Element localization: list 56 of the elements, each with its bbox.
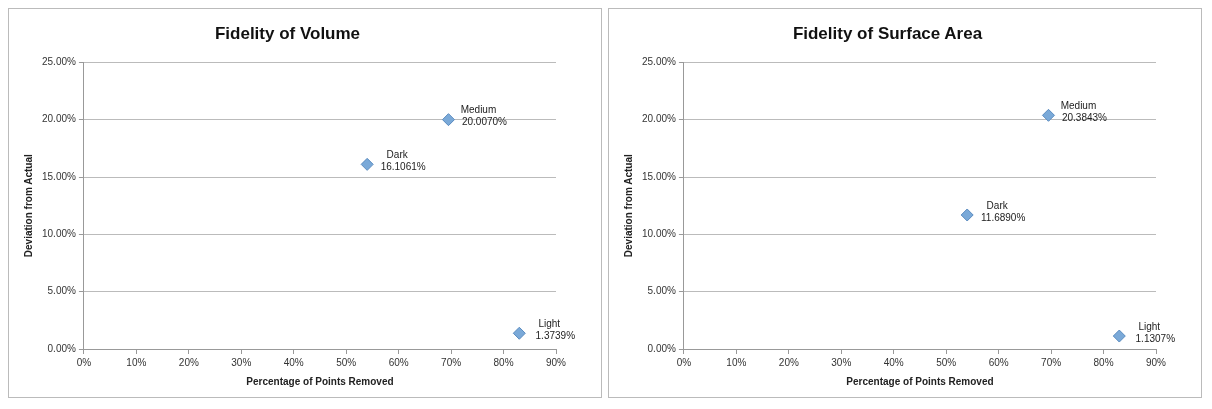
x-tick-label: 80%: [1093, 356, 1114, 368]
y-tick-label: 25.00%: [641, 56, 677, 68]
y-tick-label: 10.00%: [641, 228, 677, 240]
x-tick-label: 0%: [76, 356, 92, 368]
y-axis-title: Deviation from Actual: [622, 153, 634, 258]
y-tick-label: 5.00%: [47, 285, 77, 297]
point: [512, 326, 526, 340]
x-tick-label: 70%: [441, 356, 462, 368]
x-axis-title: Percentage of Points Removed: [246, 375, 394, 387]
point: [360, 157, 374, 171]
data-label: 16.1061%: [380, 161, 426, 173]
x-tick-label: 60%: [388, 356, 409, 368]
data-label: 11.6890%: [981, 211, 1026, 223]
y-tick-label: 15.00%: [41, 170, 77, 182]
point: [1041, 108, 1055, 122]
data-label: 1.3739%: [535, 330, 576, 341]
x-tick-label: 30%: [831, 356, 852, 368]
x-tick-label: 20%: [778, 356, 799, 368]
point: [960, 208, 974, 222]
y-axis-title: Deviation from Actual: [22, 153, 34, 258]
x-tick-label: 20%: [178, 356, 199, 368]
y-tick-label: 20.00%: [641, 113, 677, 125]
data-label: 1.1307%: [1135, 332, 1176, 344]
y-tick-label: 25.00%: [41, 56, 77, 68]
y-tick-label: 20.00%: [41, 113, 77, 125]
y-tick-label: 0.00%: [47, 342, 77, 354]
x-tick-label: 10%: [126, 356, 147, 368]
point: [441, 113, 455, 127]
x-tick-label: 10%: [726, 356, 747, 368]
x-tick-label: 30%: [231, 356, 252, 368]
y-tick-label: 10.00%: [41, 228, 77, 240]
x-tick-label: 0%: [676, 356, 692, 368]
chart-title: Fidelity of Volume: [214, 23, 361, 43]
x-tick-label: 40%: [883, 356, 904, 368]
x-axis-title: Percentage of Points Removed: [846, 375, 994, 387]
annotation: Light: [538, 318, 561, 329]
x-tick-label: 50%: [936, 356, 957, 368]
x-tick-label: 90%: [1145, 356, 1167, 368]
y-tick-label: 5.00%: [647, 285, 677, 297]
data-label: 20.0070%: [461, 116, 508, 128]
annotation: Light: [1138, 320, 1161, 332]
x-tick-label: 90%: [545, 356, 567, 368]
data-label: 20.3843%: [1061, 112, 1108, 124]
x-tick-label: 80%: [493, 356, 514, 368]
annotation: Medium: [460, 104, 497, 116]
x-tick-label: 60%: [988, 356, 1009, 368]
annotation: Dark: [386, 149, 409, 161]
x-tick-label: 70%: [1041, 356, 1062, 368]
chart-title: Fidelity of Surface Area: [792, 23, 983, 43]
y-tick-label: 15.00%: [641, 170, 677, 182]
x-tick-label: 50%: [336, 356, 357, 368]
annotation: Dark: [986, 199, 1009, 211]
point: [1112, 329, 1126, 343]
annotation: Medium: [1060, 100, 1097, 112]
y-tick-label: 0.00%: [647, 342, 677, 354]
x-tick-label: 40%: [283, 356, 304, 368]
